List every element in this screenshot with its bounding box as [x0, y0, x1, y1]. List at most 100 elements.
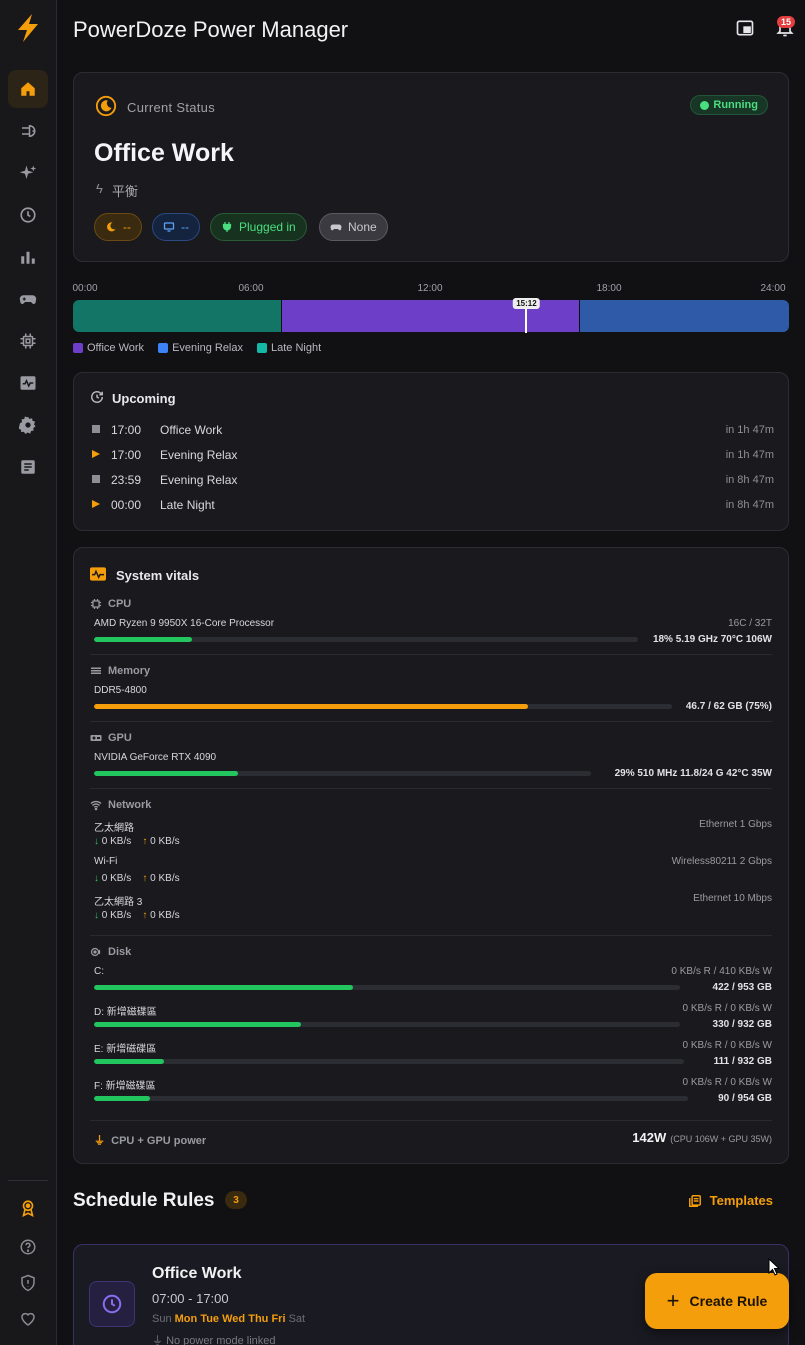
cpu-usage-bar [94, 637, 638, 642]
clock-icon [102, 1294, 122, 1314]
disk-usage-bar [94, 1022, 680, 1027]
network-speed: ↓ 0 KB/s ↑ 0 KB/s [94, 910, 180, 921]
mouse-cursor-icon [768, 1258, 780, 1276]
upcoming-row[interactable]: 23:59 Evening Relax in 8h 47m [90, 471, 774, 491]
upcoming-time: 23:59 [111, 473, 142, 487]
upcoming-row[interactable]: 17:00 Evening Relax in 1h 47m [90, 446, 774, 466]
activity-icon [90, 567, 106, 581]
sleep-chip: -- [94, 213, 142, 241]
sidebar-item-games[interactable] [8, 280, 48, 318]
disk-usage-bar [94, 985, 680, 990]
gear-icon [19, 416, 36, 434]
upcoming-row[interactable]: 17:00 Office Work in 1h 47m [90, 421, 774, 441]
upload-arrow-icon: ↑ [142, 910, 148, 921]
gamepad-icon [330, 224, 342, 231]
sidebar-item-ai[interactable] [8, 154, 48, 192]
chip-icon [20, 333, 36, 349]
timeline-legend: Office Work Evening Relax Late Night [73, 342, 321, 354]
sidebar-item-hardware[interactable] [8, 322, 48, 360]
rule-icon [89, 1281, 135, 1327]
memory-header: Memory [90, 665, 150, 677]
create-rule-button[interactable]: + Create Rule [645, 1273, 789, 1329]
gpu-icon [90, 735, 102, 741]
timeline-tick: 18:00 [596, 283, 622, 294]
cpu-name: AMD Ryzen 9 9950X 16-Core Processor [94, 618, 275, 629]
sidebar-item-support[interactable] [8, 1300, 48, 1338]
bolt-logo-icon [18, 14, 38, 42]
plus-icon: + [666, 1288, 680, 1313]
disk-size: 90 / 954 GB [718, 1093, 772, 1104]
moon-icon [107, 222, 116, 232]
power-label: ⏚ CPU + GPU power [94, 1135, 207, 1147]
cpu-stats: 18% 5.19 GHz 70°C 106W [652, 634, 772, 645]
heart-icon [21, 1312, 35, 1326]
timeline-segment-evening-relax[interactable] [580, 300, 789, 332]
templates-label: Templates [709, 1193, 773, 1208]
disk-io: 0 KB/s R / 0 KB/s W [682, 1003, 772, 1014]
sidebar-item-award[interactable] [8, 1189, 48, 1227]
schedule-timeline[interactable]: 15:12 [73, 298, 789, 333]
network-speed: ↓ 0 KB/s ↑ 0 KB/s [94, 836, 180, 847]
sleep-chip-label: -- [123, 220, 131, 234]
disk-icon [90, 947, 101, 957]
main-content: PowerDoze Power Manager 15 Current Statu… [57, 0, 805, 1345]
plug-icon: ⏚ [152, 1335, 163, 1345]
disk-name: E: 新增磁碟區 [94, 1044, 157, 1055]
sidebar-item-schedule[interactable] [8, 196, 48, 234]
moon-circle-icon [95, 95, 117, 117]
current-status-label: Current Status [127, 100, 216, 115]
network-header: Network [90, 799, 151, 811]
stop-icon [92, 475, 100, 483]
legend-item: Office Work [73, 342, 144, 354]
gpu-name: NVIDIA GeForce RTX 4090 [94, 752, 217, 763]
sidebar-item-power[interactable] [8, 112, 48, 150]
rule-time: 07:00 - 17:00 [152, 1291, 229, 1306]
sidebar-item-home[interactable] [8, 70, 48, 108]
disk-size: 330 / 932 GB [712, 1019, 772, 1030]
templates-button[interactable]: Templates [688, 1193, 773, 1208]
network-adapter-name: Wi-Fi [94, 856, 118, 867]
sidebar-item-stats[interactable] [8, 238, 48, 276]
divider [90, 721, 772, 722]
sidebar-item-help[interactable] [8, 1228, 48, 1266]
disk-size: 111 / 932 GB [713, 1056, 772, 1067]
play-icon [92, 450, 100, 458]
activity-icon [20, 376, 36, 390]
picture-in-picture-icon[interactable] [735, 18, 755, 38]
log-icon [21, 460, 35, 474]
network-adapter-type: Wireless80211 2 Gbps [671, 856, 772, 867]
rule-days: Sun Mon Tue Wed Thu Fri Sat [152, 1313, 306, 1325]
game-chip: None [319, 213, 388, 241]
current-status-card: Current Status Running Office Work ϟ 平衡 … [73, 72, 789, 262]
disk-name: C: [94, 966, 104, 977]
network-adapter-type: Ethernet 1 Gbps [699, 819, 772, 830]
disk-io: 0 KB/s R / 410 KB/s W [671, 966, 772, 977]
gpu-header: GPU [90, 732, 132, 744]
cpu-cores: 16C / 32T [728, 618, 772, 629]
plug-icon [22, 124, 36, 138]
divider [90, 654, 772, 655]
upcoming-title: Upcoming [112, 391, 176, 406]
upcoming-eta: in 1h 47m [725, 424, 774, 436]
timeline-segment-late-night[interactable] [73, 300, 282, 332]
gpu-usage-bar [94, 771, 591, 776]
status-badge: Running [690, 95, 768, 115]
upcoming-time: 17:00 [111, 448, 142, 462]
bar-chart-icon [21, 251, 35, 264]
upcoming-row[interactable]: 00:00 Late Night in 8h 47m [90, 496, 774, 516]
memory-name: DDR5-4800 [94, 685, 147, 696]
sidebar-item-settings[interactable] [8, 406, 48, 444]
sidebar-divider [8, 1180, 48, 1181]
download-arrow-icon: ↓ [94, 910, 99, 921]
timeline-tick: 12:00 [417, 283, 443, 294]
upcoming-time: 00:00 [111, 498, 142, 512]
sidebar-item-logs[interactable] [8, 448, 48, 486]
sidebar-item-monitor[interactable] [8, 364, 48, 402]
sidebar-item-privacy[interactable] [8, 1264, 48, 1302]
create-rule-label: Create Rule [689, 1293, 768, 1309]
power-mode-name: 平衡 [112, 184, 139, 199]
upcoming-name: Late Night [160, 498, 215, 512]
power-value: 142W (CPU 106W + GPU 35W) [632, 1130, 772, 1145]
schedule-rules-title: Schedule Rules [73, 1190, 215, 1211]
plug-icon: ⏚ [94, 1135, 105, 1147]
